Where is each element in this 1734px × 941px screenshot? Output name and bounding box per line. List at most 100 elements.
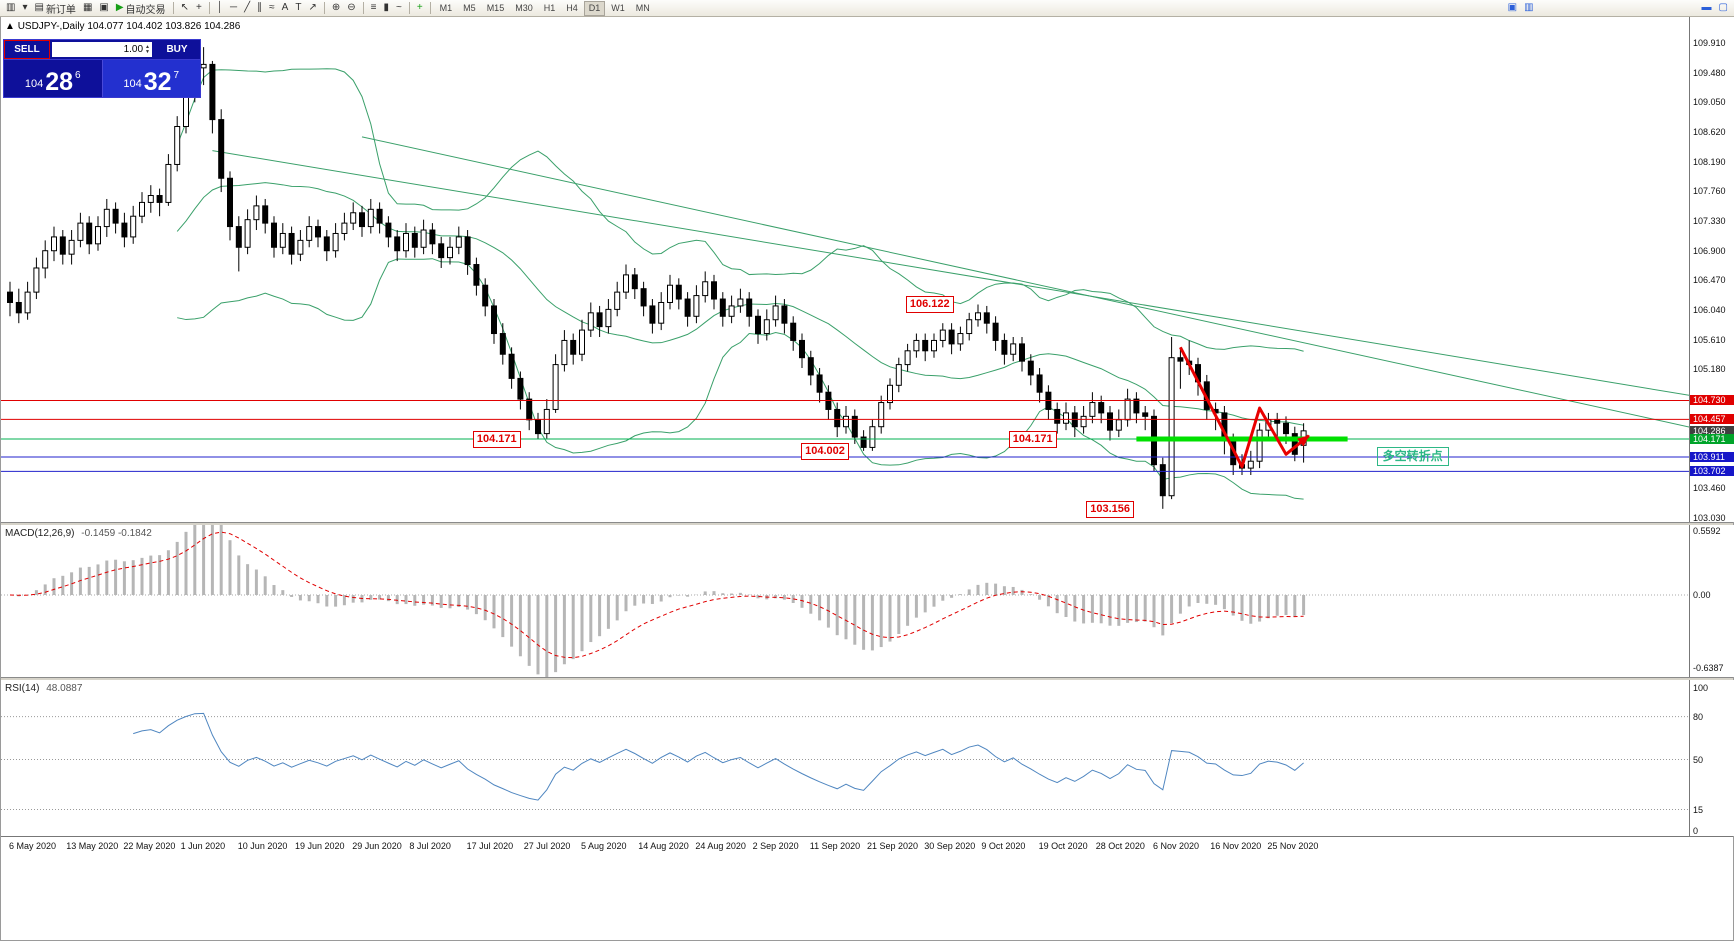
new-order-button[interactable]: ▤ 新订单 — [31, 1, 78, 16]
vertical-line-icon[interactable]: │ — [214, 1, 226, 16]
rsi-tick: 80 — [1693, 711, 1704, 722]
date-label: 2 Sep 2020 — [752, 841, 799, 851]
timeframe-h4[interactable]: H4 — [566, 2, 578, 13]
date-label: 17 Jul 2020 — [466, 841, 514, 851]
price-tick: 103.460 — [1693, 483, 1726, 494]
sell-price-button[interactable]: 104 28 6 — [4, 60, 103, 97]
restore-window-icon[interactable]: ▢ — [1716, 1, 1731, 16]
timeframe-m1[interactable]: M1 — [439, 2, 453, 13]
volume-value: 1.00 — [123, 44, 144, 55]
macd-axis[interactable]: 0.5592 0.00 -0.6387 — [1689, 525, 1734, 677]
toolbar-separator — [362, 2, 364, 14]
price-label-annotation[interactable]: 106.122 — [905, 296, 954, 314]
price-label-annotation[interactable]: 104.002 — [801, 442, 849, 460]
window-caret-icon[interactable]: ▾ — [19, 1, 30, 16]
data-window-icon[interactable]: ▣ — [1505, 1, 1520, 16]
chart-title-symbol: USDJPY-,Daily — [17, 21, 85, 32]
arrow-tool-icon: ↗ — [308, 2, 317, 13]
bar-chart-mode-icon[interactable]: ≡ — [368, 1, 380, 16]
chart-layout-icon[interactable]: ▦ — [80, 1, 95, 16]
strategy-tester-icon[interactable]: ▥ — [1521, 1, 1536, 16]
trendline-icon[interactable]: ╱ — [241, 1, 253, 16]
timeframe-h1[interactable]: H1 — [543, 2, 556, 13]
price-badge: 104.457 — [1690, 414, 1734, 425]
chart-window-icon[interactable]: ▥ — [3, 1, 18, 16]
crosshair-icon[interactable]: + — [193, 1, 205, 16]
timeframe-m5[interactable]: M5 — [463, 2, 476, 13]
toolbar-separator — [208, 2, 210, 14]
zoom-out-icon: ⊖ — [347, 2, 356, 13]
cursor-icon[interactable]: ↖ — [178, 1, 192, 16]
price-tick: 106.470 — [1693, 275, 1726, 286]
date-label: 6 May 2020 — [9, 841, 57, 851]
candle-chart-mode-icon[interactable]: ▮ — [380, 1, 392, 16]
one-click-trading-panel: SELL 1.00 ▲ ▼ BUY 104 28 6 104 — [3, 39, 201, 98]
label-tool-icon[interactable]: T — [292, 1, 304, 16]
chart-title: ▲ USDJPY-,Daily 104.077 104.402 103.826 … — [5, 21, 240, 32]
rsi-chart-surface[interactable] — [1, 680, 1689, 836]
zoom-out-icon[interactable]: ⊖ — [344, 1, 358, 16]
buy-price-sup: 7 — [173, 70, 180, 81]
time-axis[interactable]: 6 May 2020 13 May 2020 22 May 2020 1 Jun 20… — [1, 836, 1733, 857]
timeframe-w1[interactable]: W1 — [611, 2, 625, 13]
rsi-pane: 100 80 50 15 0 RSI(14) 48.0887 — [1, 680, 1734, 836]
minimize-window-icon[interactable]: ▬ — [1699, 1, 1715, 16]
macd-chart-surface[interactable] — [1, 525, 1689, 677]
timeframe-m30[interactable]: M30 — [515, 2, 533, 13]
macd-tick: 0.00 — [1693, 590, 1711, 600]
volume-up-icon[interactable]: ▲ — [145, 43, 150, 50]
profiles-icon[interactable]: ▣ — [96, 1, 111, 16]
fibonacci-icon[interactable]: ≈ — [266, 1, 278, 16]
price-label-annotation[interactable]: 103.156 — [1086, 501, 1134, 519]
volume-arrows[interactable]: ▲ ▼ — [145, 43, 150, 55]
minimize-window-icon: ▬ — [1701, 2, 1712, 13]
volume-down-icon[interactable]: ▼ — [145, 48, 150, 55]
price-badge: 103.911 — [1690, 452, 1734, 462]
date-label: 19 Oct 2020 — [1038, 841, 1088, 851]
pane-separator[interactable] — [1, 522, 1733, 526]
macd-label: MACD(12,26,9) -0.1459 -0.1842 — [5, 528, 152, 539]
price-label-annotation[interactable]: 104.171 — [1008, 431, 1057, 449]
line-chart-mode-icon[interactable]: ~ — [393, 1, 405, 16]
price-badge: 104.286 — [1690, 426, 1734, 437]
toolbar: ▥ ▾ ▤ 新订单 ▦ ▣ ▶ 自动交易 ↖ + │ ─ ╱ ∥ ≈ A T ↗ ⊕ ⊖ ≡ ▮ ~ + M1 M5 M15 M30 H… — [0, 0, 1734, 17]
horizontal-line-icon[interactable]: ─ — [227, 1, 240, 16]
text-tool-icon[interactable]: A — [279, 1, 292, 16]
indicators-add-icon: + — [416, 2, 423, 13]
buy-price-big: 32 — [143, 68, 172, 96]
arrow-tool-icon[interactable]: ↗ — [305, 1, 319, 16]
date-label: 9 Oct 2020 — [981, 841, 1026, 851]
price-badge: 104.730 — [1690, 395, 1734, 406]
channel-icon[interactable]: ∥ — [254, 1, 265, 16]
buy-button[interactable]: BUY — [166, 44, 188, 55]
buy-price-base: 104 — [123, 78, 142, 90]
volume-stepper[interactable]: 1.00 ▲ ▼ — [52, 42, 152, 57]
timeframe-d1[interactable]: D1 — [583, 0, 606, 16]
note-box[interactable]: 多空转折点 — [1376, 447, 1449, 467]
date-label: 27 Jul 2020 — [523, 841, 571, 851]
price-label-annotation[interactable]: 104.171 — [472, 431, 521, 449]
price-tick: 109.480 — [1693, 67, 1726, 78]
pane-separator[interactable] — [1, 677, 1733, 681]
chart-marker-icon: ▲ — [5, 21, 15, 32]
timeframe-m15[interactable]: M15 — [486, 2, 505, 13]
price-tick: 103.030 — [1693, 512, 1726, 523]
sell-button[interactable]: SELL — [4, 40, 50, 59]
zoom-in-icon[interactable]: ⊕ — [329, 1, 343, 16]
label-tool-icon: T — [295, 2, 302, 13]
chart-title-ohlc: 104.077 104.402 103.826 104.286 — [87, 21, 241, 32]
buy-price-button[interactable]: 104 32 7 — [102, 60, 200, 97]
auto-trading-button[interactable]: ▶ 自动交易 — [113, 1, 169, 16]
price-chart-surface[interactable] — [1, 17, 1689, 522]
rsi-tick: 0 — [1693, 826, 1699, 836]
indicators-add-icon[interactable]: + — [414, 1, 426, 16]
rsi-axis[interactable]: 100 80 50 15 0 — [1689, 680, 1734, 836]
timeframe-mn[interactable]: MN — [635, 2, 650, 13]
toolbar-separator — [323, 2, 325, 14]
price-tick: 108.620 — [1693, 127, 1726, 138]
vertical-line-icon: │ — [216, 2, 224, 13]
price-axis[interactable]: 109.910 109.480 109.050 108.620 108.190 107.7… — [1689, 17, 1734, 523]
chart-layout-icon: ▦ — [82, 2, 93, 13]
date-label: 16 Nov 2020 — [1210, 841, 1262, 851]
toolbar-separator — [429, 2, 431, 14]
